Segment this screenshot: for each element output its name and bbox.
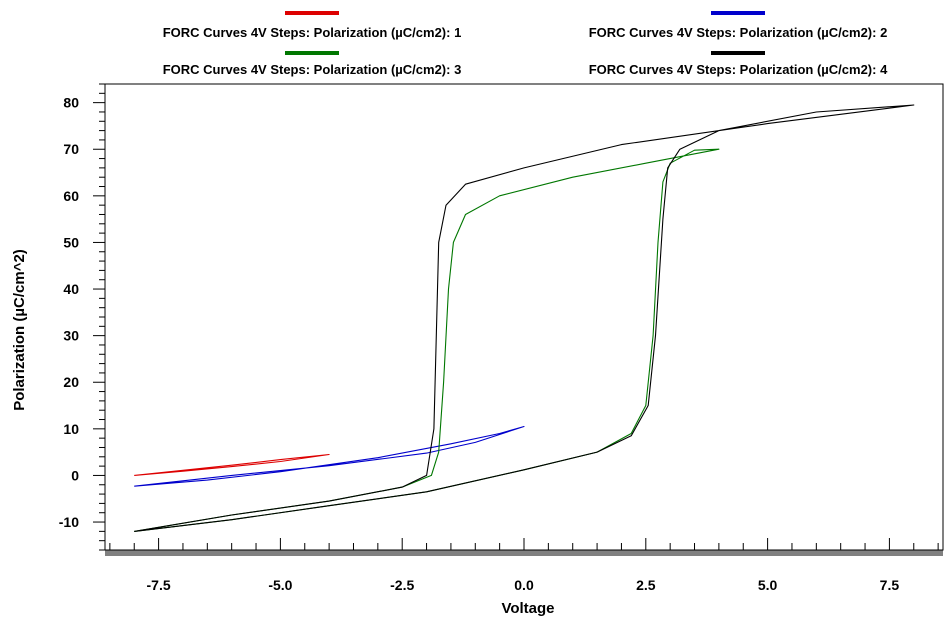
- x-axis: -7.5 -5.0 -2.5 0.0 2.5 5.0 7.5: [105, 538, 943, 593]
- x-tick-label: -5.0: [268, 577, 292, 593]
- legend-label-2: FORC Curves 4V Steps: Polarization (µC/c…: [589, 25, 888, 40]
- x-tick-label: -7.5: [147, 577, 171, 593]
- legend-swatch-1: [285, 11, 339, 15]
- x-axis-title: Voltage: [501, 600, 554, 617]
- legend: FORC Curves 4V Steps: Polarization (µC/c…: [163, 11, 888, 77]
- y-axis-title: Polarization (µC/cm^2): [11, 249, 28, 411]
- legend-label-3: FORC Curves 4V Steps: Polarization (µC/c…: [163, 62, 462, 77]
- x-tick-label: 7.5: [880, 577, 900, 593]
- legend-swatch-4: [711, 51, 765, 55]
- y-tick-label: 70: [63, 141, 79, 157]
- x-axis-band: [105, 550, 943, 556]
- y-tick-label: 0: [71, 467, 79, 483]
- y-tick-label: 30: [63, 328, 79, 344]
- y-tick-label: 60: [63, 188, 79, 204]
- series-line-4: [134, 104, 915, 532]
- series-layer: [134, 104, 915, 532]
- x-tick-label: 0.0: [514, 577, 534, 593]
- y-axis: -10 0 10 20 30 40 50 60 70 80: [59, 83, 105, 551]
- plot-area: [104, 83, 944, 551]
- y-tick-label: -10: [59, 514, 79, 530]
- x-tick-label: 2.5: [636, 577, 656, 593]
- series-line-1: [134, 453, 330, 476]
- y-tick-label: 40: [63, 281, 79, 297]
- legend-swatch-2: [711, 11, 765, 15]
- legend-swatch-3: [285, 51, 339, 55]
- x-tick-label: -2.5: [390, 577, 414, 593]
- legend-label-4: FORC Curves 4V Steps: Polarization (µC/c…: [589, 62, 888, 77]
- y-tick-label: 80: [63, 95, 79, 111]
- y-tick-label: 50: [63, 234, 79, 250]
- plot-border: [104, 83, 944, 551]
- y-tick-label: 10: [63, 421, 79, 437]
- x-tick-label: 5.0: [758, 577, 778, 593]
- series-line-2: [134, 425, 525, 487]
- y-tick-label: 20: [63, 374, 79, 390]
- legend-label-1: FORC Curves 4V Steps: Polarization (µC/c…: [163, 25, 462, 40]
